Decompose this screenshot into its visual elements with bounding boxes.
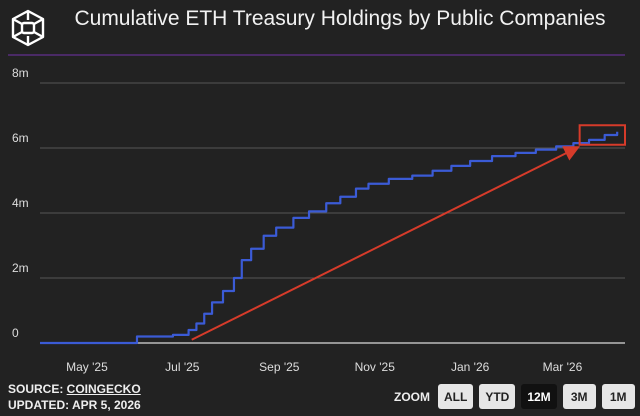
zoom-1m-button[interactable]: 1M xyxy=(601,384,635,409)
x-tick-label: Jan '26 xyxy=(451,360,490,374)
x-tick-label: Nov '25 xyxy=(355,360,396,374)
y-tick-label: 8m xyxy=(12,66,29,80)
zoom-12m-button[interactable]: 12M xyxy=(521,384,557,409)
y-tick-label: 6m xyxy=(12,131,29,145)
y-tick-label: 2m xyxy=(12,261,29,275)
holdings-line xyxy=(40,131,619,345)
zoom-controls: ZOOM ALL YTD 12M 3M 1M xyxy=(394,384,635,409)
annotation-arrow xyxy=(191,146,581,341)
annotation-box xyxy=(578,124,626,146)
coingecko-cube-logo-icon xyxy=(8,8,48,53)
x-tick-label: Mar '26 xyxy=(543,360,583,374)
y-tick-label: 4m xyxy=(12,196,29,210)
source-line: SOURCE: COINGECKO xyxy=(8,381,141,397)
x-tick-label: Jul '25 xyxy=(165,360,200,374)
zoom-ytd-button[interactable]: YTD xyxy=(479,384,516,409)
source-link[interactable]: COINGECKO xyxy=(66,382,141,396)
source-label: SOURCE: xyxy=(8,382,67,396)
y-tick-label: 0 xyxy=(12,326,19,340)
updated-text: UPDATED: APR 5, 2026 xyxy=(8,398,141,412)
chart-plot: 0 2m 4m 6m 8m May '25 Jul '25 Sep '25 Nov '25 Jan… xyxy=(12,66,626,374)
zoom-all-button[interactable]: ALL xyxy=(438,384,474,409)
title-divider xyxy=(8,54,625,56)
zoom-label: ZOOM xyxy=(394,389,430,404)
x-tick-label: May '25 xyxy=(66,360,108,374)
chart-title: Cumulative ETH Treasury Holdings by Publ… xyxy=(74,7,606,30)
x-tick-label: Sep '25 xyxy=(259,360,300,374)
zoom-3m-button[interactable]: 3M xyxy=(562,384,596,409)
footer: SOURCE: COINGECKO UPDATED: APR 5, 2026 xyxy=(8,381,141,413)
